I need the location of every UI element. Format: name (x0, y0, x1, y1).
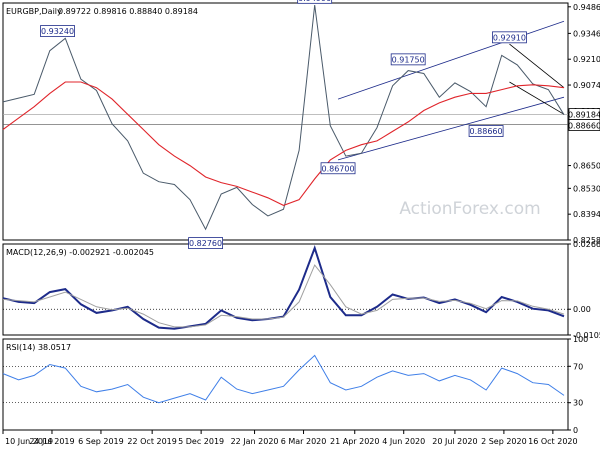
x-tick-label: 2 Sep 2020 (481, 437, 527, 446)
rsi-y-tick-label: 100 (573, 335, 588, 344)
price-annotation-label: 0.92910 (493, 33, 526, 42)
rsi-panel-frame (2, 338, 569, 431)
x-tick-label: 6 Mar 2020 (281, 437, 327, 446)
x-tick-label: 5 Dec 2019 (178, 437, 224, 446)
price-annotation-label: 0.93240 (41, 27, 74, 36)
current-price-label: 0.89184 (568, 111, 600, 120)
price-annotation-label: 0.88660 (470, 127, 503, 136)
support-level-label: 0.88660 (568, 122, 600, 131)
macd-y-tick-label: 0.02662 (573, 240, 600, 249)
price-annotation-box (297, 0, 333, 4)
rsi-title: RSI(14) 38.0517 (6, 343, 71, 352)
macd-title: MACD(12,26,9) -0.002921 -0.002045 (6, 248, 154, 257)
price-annotation-label: 0.91750 (392, 55, 425, 64)
support-level-box (568, 119, 600, 131)
price-title: EURGBP,Daily (6, 7, 62, 16)
x-tick-label: 24 Jul 2019 (29, 437, 74, 446)
rsi-y-tick-label: 30 (573, 399, 583, 408)
rsi-y-tick-label: 70 (573, 362, 583, 371)
x-tick-label: 4 Jun 2020 (382, 437, 425, 446)
x-tick-label: 10 Jun 2019 (5, 437, 53, 446)
trendline-2 (509, 43, 565, 89)
x-tick-label: 21 Apr 2020 (330, 437, 379, 446)
price-annotation-box (320, 162, 356, 175)
price-annotation-box (390, 53, 426, 66)
watermark-text: ActionForex.com (399, 199, 540, 219)
price-panel-frame (2, 2, 569, 241)
macd-series-signal (2, 264, 565, 328)
price-annotation-label: 0.94990 (298, 0, 331, 3)
price-series-price (2, 5, 565, 231)
x-tick-label: 22 Oct 2019 (127, 437, 176, 446)
price-annotation-box (188, 237, 223, 249)
macd-panel-frame (2, 243, 569, 336)
rsi-series-rsi (2, 354, 565, 404)
trendline-3 (509, 81, 565, 115)
price-annotation-box (492, 31, 527, 44)
price-ohlc-readout: 0.89722 0.89816 0.88840 0.89184 (58, 7, 198, 16)
x-tick-label: 20 Jul 2020 (432, 437, 477, 446)
price-annotation-box (40, 25, 75, 37)
rsi-y-tick-label: 0 (573, 426, 578, 435)
trendline-0 (337, 96, 565, 161)
price-y-tick-label: 0.82580 (573, 236, 600, 245)
price-annotation-box (468, 125, 504, 137)
price-annotation-label: 0.86700 (321, 164, 354, 173)
price-annotation-label: 0.82760 (189, 239, 222, 248)
price-series-moving-average (2, 81, 565, 206)
x-tick-label: 16 Oct 2020 (528, 437, 577, 446)
macd-y-tick-label: -0.01052 (573, 331, 600, 340)
x-tick-label: 22 Jan 2020 (231, 437, 279, 446)
macd-y-tick-label: 0.00 (573, 305, 591, 314)
x-tick-label: 6 Sep 2019 (78, 437, 124, 446)
